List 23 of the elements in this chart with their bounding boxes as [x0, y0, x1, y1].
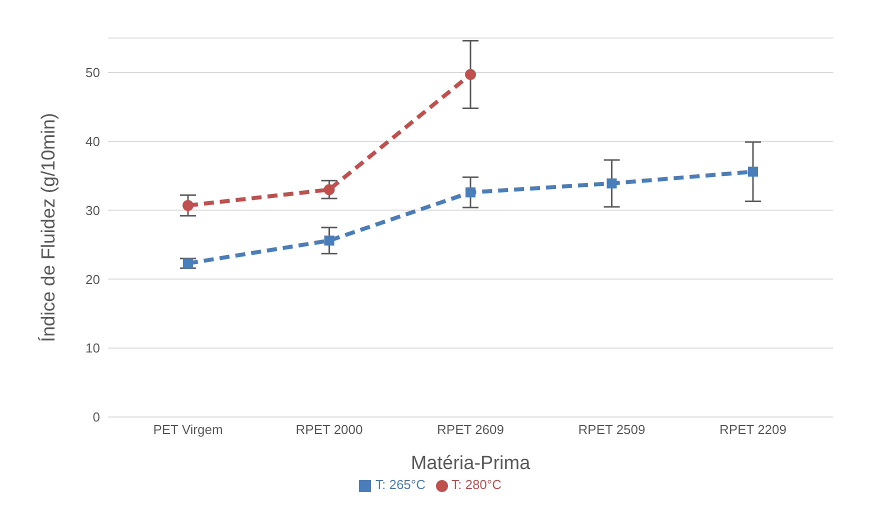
point — [748, 166, 758, 177]
x-tick-label: RPET 2209 — [720, 422, 786, 438]
legend-label: T: 280°C — [452, 477, 502, 492]
point — [182, 200, 194, 211]
point — [466, 187, 476, 198]
point — [183, 258, 193, 268]
point — [324, 184, 335, 196]
point — [465, 69, 476, 80]
y-tick-label: 40 — [86, 134, 100, 149]
point — [606, 178, 617, 188]
x-tick-label: RPET 2509 — [578, 422, 646, 438]
x-axis-title: Matéria-Prima — [410, 453, 531, 474]
y-tick-label: 20 — [86, 272, 100, 287]
x-tick-label: PET Virgem — [153, 422, 223, 438]
y-tick-label: 30 — [86, 202, 100, 218]
y-tick-label: 0 — [92, 410, 100, 425]
y-axis-title: Índice de Fluidez (g/10min) — [38, 112, 60, 342]
x-tick-label: RPET 2000 — [296, 422, 363, 438]
y-tick-label: 50 — [86, 65, 100, 80]
legend-label: T: 265°C — [375, 477, 426, 492]
x-tick-label: RPET 2609 — [437, 422, 504, 438]
y-tick-label: 10 — [86, 340, 100, 356]
point — [324, 236, 334, 246]
